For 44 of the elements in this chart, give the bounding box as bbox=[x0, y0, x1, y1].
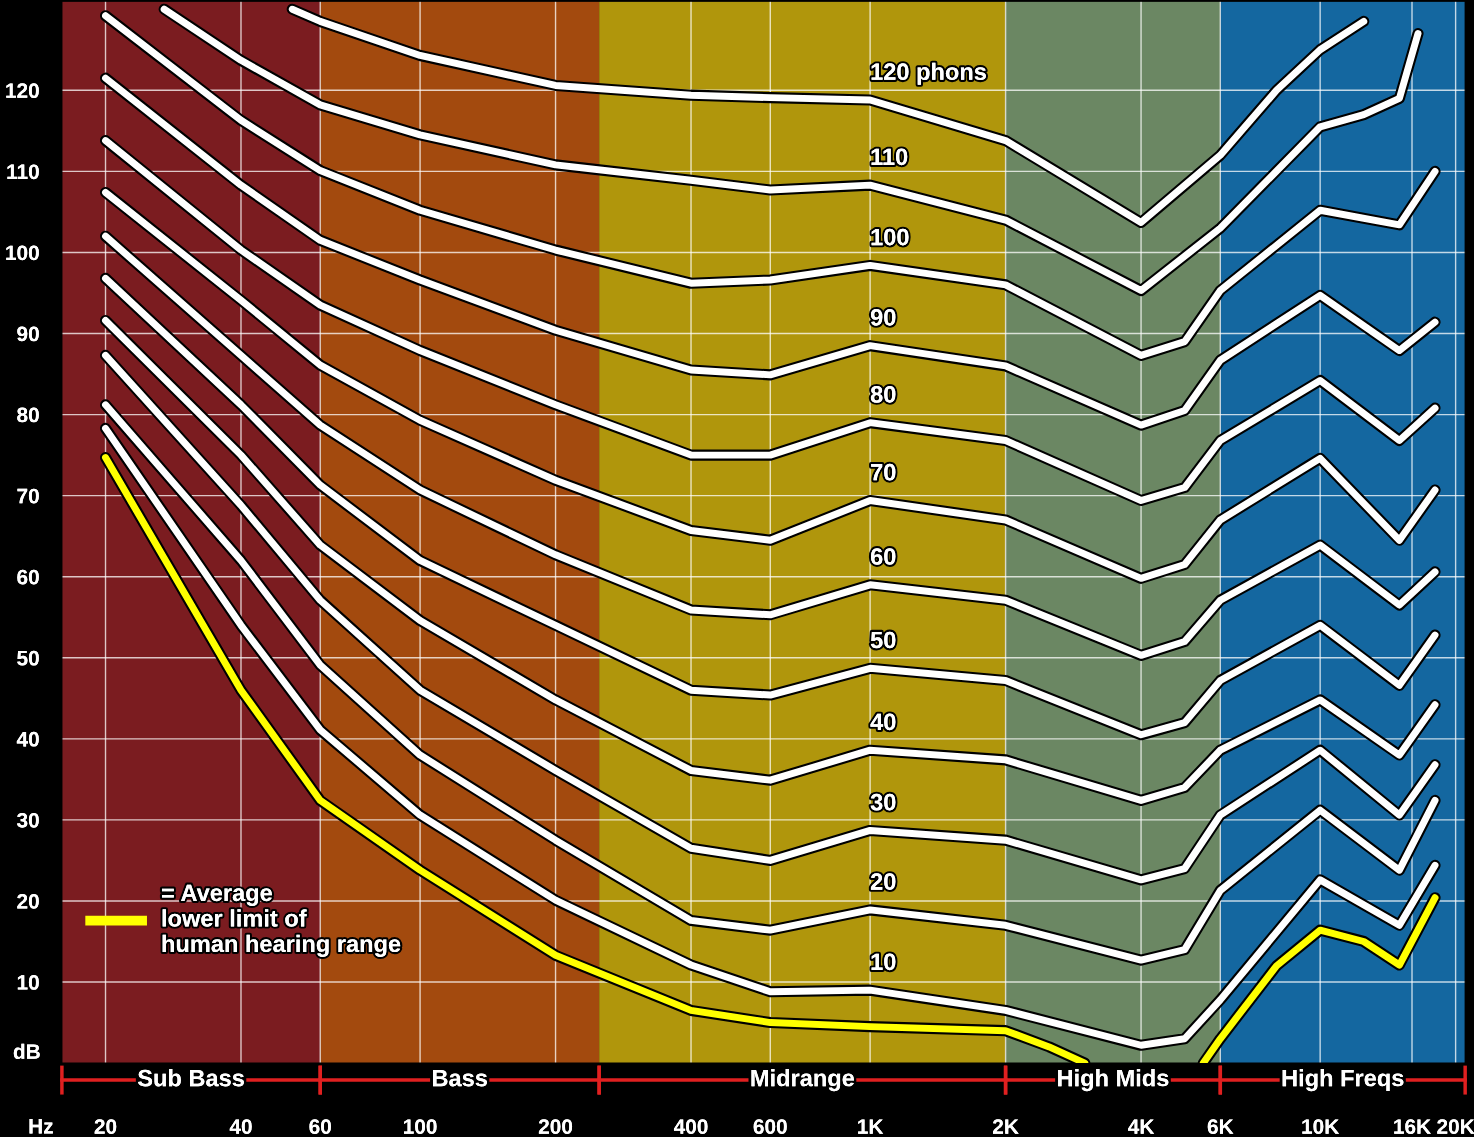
series-label: 50 bbox=[870, 631, 896, 649]
x-axis-title: Hz bbox=[29, 1119, 53, 1134]
y-tick-label: 40 bbox=[16, 731, 39, 747]
x-tick-label: 2K bbox=[992, 1119, 1019, 1134]
y-tick-label: 120 bbox=[6, 83, 39, 99]
series-label: 80 bbox=[870, 386, 896, 403]
x-tick-label: 200 bbox=[538, 1119, 573, 1134]
band-label: Sub Bass bbox=[137, 1069, 244, 1087]
x-tick-label: 400 bbox=[673, 1119, 708, 1134]
band-label: High Freqs bbox=[1282, 1069, 1404, 1092]
series-label: 110 bbox=[871, 148, 908, 166]
y-tick-label: 100 bbox=[6, 245, 39, 261]
x-tick-label: 20 bbox=[94, 1119, 117, 1134]
y-tick-label: 30 bbox=[16, 812, 39, 828]
band-label: Midrange bbox=[751, 1069, 855, 1092]
x-tick-label: 6K bbox=[1207, 1119, 1234, 1134]
x-tick-label: 100 bbox=[404, 1119, 437, 1134]
y-tick-label: 60 bbox=[17, 569, 39, 585]
x-tick-label: 10K bbox=[1302, 1119, 1340, 1134]
y-tick-label: 10 bbox=[17, 975, 39, 990]
x-tick-label: 40 bbox=[229, 1119, 252, 1134]
series-label: 30 bbox=[870, 793, 896, 811]
series-label: 10 bbox=[871, 953, 896, 971]
x-tick-label: 60 bbox=[309, 1119, 331, 1134]
x-tick-label: 20K bbox=[1437, 1119, 1474, 1134]
x-tick-label: 600 bbox=[753, 1119, 787, 1134]
x-tick-label: 16K bbox=[1394, 1119, 1431, 1134]
series-label: 70 bbox=[871, 463, 896, 481]
band-label: Bass bbox=[433, 1069, 487, 1087]
x-tick-label: 4K bbox=[1128, 1119, 1155, 1134]
series-label: 90 bbox=[870, 309, 896, 326]
y-tick-label: 80 bbox=[17, 407, 39, 423]
y-tick-label: 20 bbox=[17, 893, 39, 909]
y-axis-title: dB bbox=[13, 1043, 40, 1059]
x-tick-label: 1K bbox=[858, 1119, 884, 1134]
series-label: 120 phons bbox=[871, 62, 986, 85]
y-tick-label: 110 bbox=[7, 164, 39, 180]
series-label: 20 bbox=[870, 873, 896, 890]
series-label: 60 bbox=[870, 548, 896, 565]
y-tick-label: 70 bbox=[17, 488, 39, 504]
band-label: High Mids bbox=[1058, 1069, 1169, 1092]
y-tick-label: 50 bbox=[17, 650, 39, 666]
series-label: 100 bbox=[871, 228, 909, 246]
y-tick-label: 90 bbox=[17, 326, 39, 342]
